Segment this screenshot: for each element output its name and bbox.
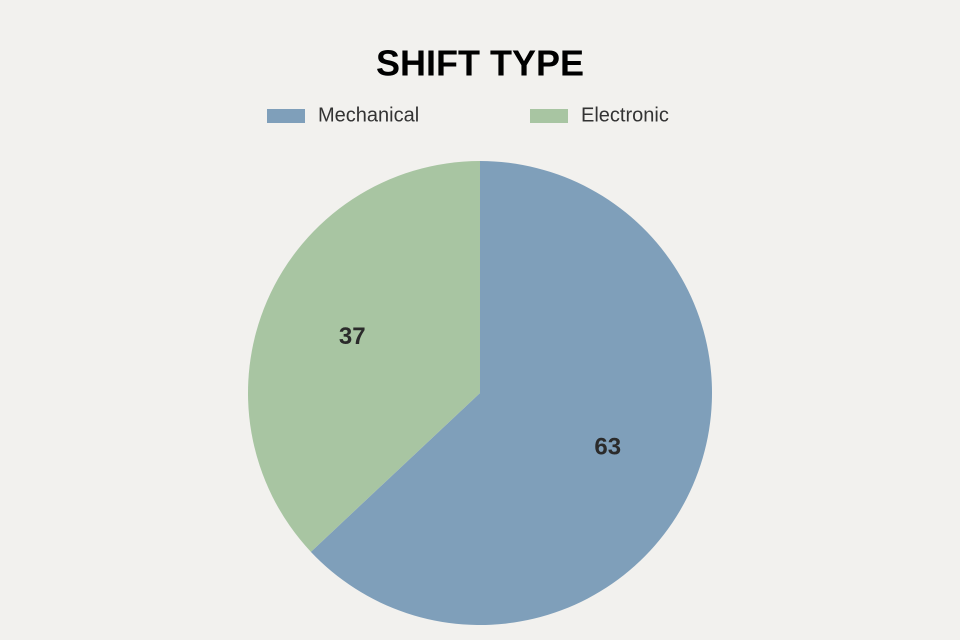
pie-slice [310, 161, 712, 625]
legend-swatch [267, 109, 305, 123]
data-label: 37 [339, 323, 366, 350]
pie-slice [247, 160, 480, 552]
chart-title: SHIFT TYPE [376, 43, 584, 84]
data-label: 63 [594, 434, 621, 461]
legend-label: Mechanical [318, 104, 419, 126]
legend-swatch [530, 109, 568, 123]
legend-label: Electronic [581, 104, 669, 126]
